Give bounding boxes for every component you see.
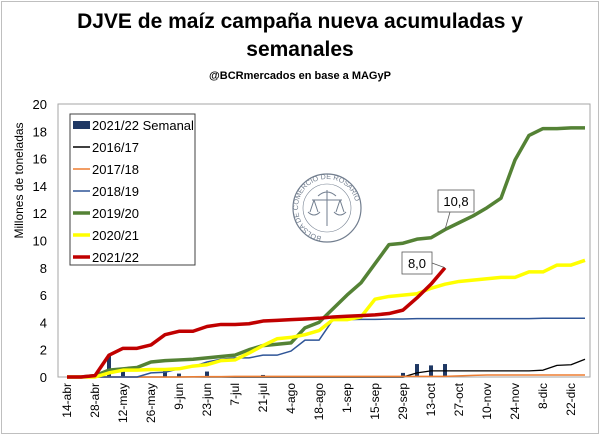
annotation-label: 8,0 bbox=[408, 256, 426, 271]
x-tick-label: 10-nov bbox=[480, 383, 494, 420]
y-tick-label: 20 bbox=[33, 97, 47, 112]
logo-scales-icon bbox=[307, 190, 347, 226]
logo-seal: BOLSA DE COMERCIO DE ROSARIO bbox=[291, 172, 362, 243]
y-tick-label: 8 bbox=[40, 261, 47, 276]
weekly-bar bbox=[401, 372, 405, 377]
x-tick-label: 4-ago bbox=[284, 383, 298, 414]
x-tick-label: 13-oct bbox=[424, 382, 438, 416]
weekly-bar bbox=[177, 373, 181, 377]
weekly-bar bbox=[205, 371, 209, 377]
y-axis-label: Millones de toneladas bbox=[12, 122, 26, 238]
x-tick-label: 15-sep bbox=[368, 383, 382, 420]
legend-label: 2017/18 bbox=[92, 162, 139, 177]
y-tick-label: 18 bbox=[33, 124, 47, 139]
x-tick-label: 1-sep bbox=[340, 383, 354, 413]
y-tick-label: 14 bbox=[33, 179, 47, 194]
legend-swatch bbox=[73, 121, 90, 129]
chart-title-line2: semanales bbox=[246, 38, 354, 61]
x-tick-label: 12-may bbox=[116, 383, 130, 423]
annotation-leader bbox=[431, 262, 446, 269]
legend-label: 2018/19 bbox=[92, 184, 139, 199]
annotation-box bbox=[437, 189, 475, 213]
x-tick-label: 18-ago bbox=[312, 383, 326, 421]
logo-outer-ring bbox=[292, 173, 362, 243]
chart-subtitle: @BCRmercados en base a MAGyP bbox=[209, 70, 391, 82]
logo-inner-ring bbox=[302, 183, 352, 233]
y-tick-label: 6 bbox=[40, 288, 47, 303]
series-line-2019-20 bbox=[67, 126, 585, 379]
series-line-2020-21 bbox=[67, 258, 586, 379]
chart-title-line1: DJVE de maíz campaña nueva acumuladas y bbox=[77, 10, 523, 33]
legend-label: 2021/22 bbox=[92, 250, 139, 265]
x-tick-label: 9-jun bbox=[172, 383, 186, 410]
weekly-bar bbox=[415, 364, 419, 377]
x-tick-label: 14-abr bbox=[60, 383, 74, 418]
weekly-bar bbox=[163, 369, 167, 377]
y-tick-label: 0 bbox=[40, 370, 47, 385]
annotation-box bbox=[401, 251, 433, 275]
x-tick-label: 28-abr bbox=[88, 383, 102, 418]
y-tick-label: 10 bbox=[33, 234, 47, 249]
x-tick-label: 29-sep bbox=[396, 383, 410, 420]
x-tick-label: 8-dic bbox=[536, 383, 550, 409]
weekly-bar bbox=[107, 355, 111, 377]
legend-box bbox=[69, 113, 196, 266]
x-tick-label: 24-nov bbox=[508, 383, 522, 420]
series-line-2018-19 bbox=[67, 317, 585, 378]
x-tick-label: 23-jun bbox=[200, 383, 214, 416]
y-tick-label: 2 bbox=[40, 343, 47, 358]
weekly-bar bbox=[121, 370, 125, 377]
legend-label: 2021/22 Semanal bbox=[92, 118, 194, 133]
y-tick-label: 12 bbox=[33, 206, 47, 221]
series-line-2021-22 bbox=[67, 266, 447, 379]
legend-label: 2016/17 bbox=[92, 140, 139, 155]
annotation-label: 10,8 bbox=[443, 194, 468, 209]
x-tick-label: 26-may bbox=[144, 383, 158, 423]
x-tick-label: 22-dic bbox=[564, 383, 578, 416]
legend-label: 2019/20 bbox=[92, 206, 139, 221]
y-tick-label: 16 bbox=[33, 152, 47, 167]
y-tick-label: 4 bbox=[40, 315, 47, 330]
x-tick-label: 27-oct bbox=[452, 382, 466, 416]
legend-label: 2020/21 bbox=[92, 228, 139, 243]
x-tick-label: 7-jul bbox=[228, 383, 242, 406]
x-tick-label: 21-jul bbox=[256, 383, 270, 412]
annotation-leader bbox=[444, 211, 451, 230]
series-line-2017-18 bbox=[67, 374, 585, 378]
